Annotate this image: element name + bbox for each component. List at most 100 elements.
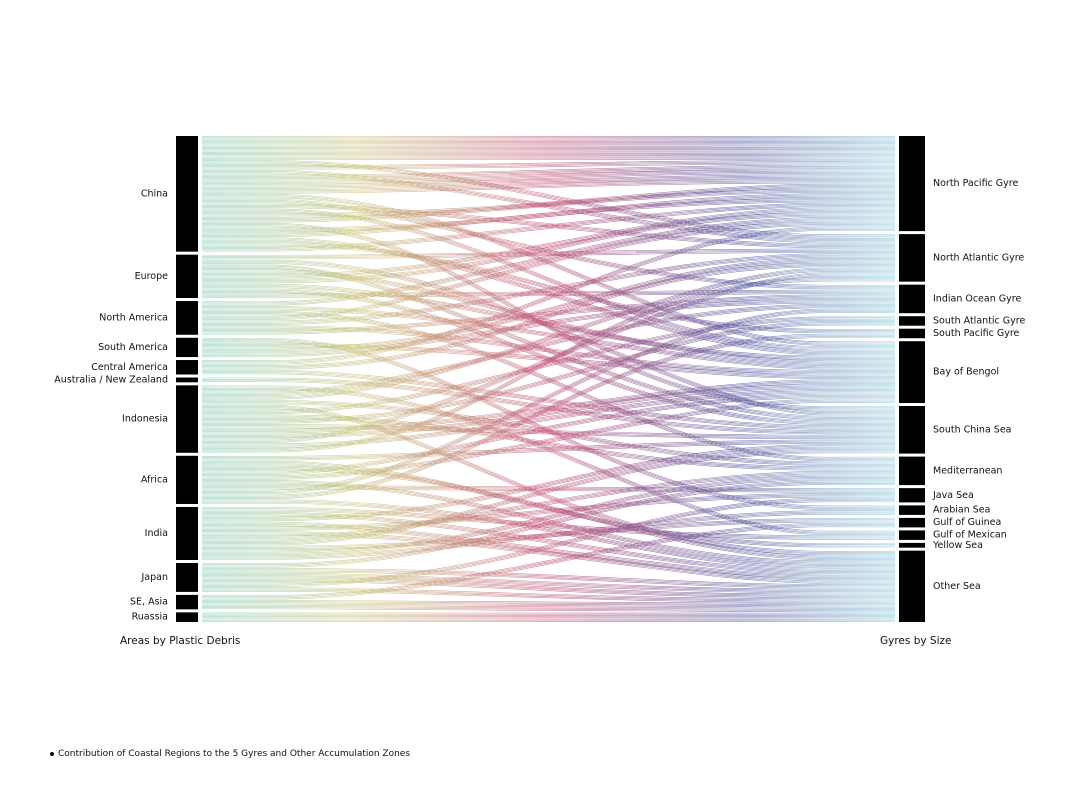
flow-line (202, 325, 895, 371)
flow-line (202, 268, 895, 421)
flow-line (202, 212, 895, 280)
flow-line (202, 278, 895, 451)
flow-line (202, 266, 895, 370)
flow-line (202, 321, 895, 420)
source-label-north-america: North America (99, 312, 168, 323)
flow-line (202, 260, 895, 351)
flow-line (202, 264, 895, 417)
flow-line (202, 179, 895, 190)
flow-line (202, 507, 895, 537)
flow-line (202, 475, 895, 552)
target-node-indian-ocean-gyre (899, 284, 925, 314)
flow-line (202, 226, 895, 361)
flow-line (202, 175, 895, 187)
flow-line (202, 479, 895, 555)
flow-line (202, 500, 895, 586)
flow-line (202, 576, 895, 594)
source-node-europe (176, 254, 198, 299)
flow-line (202, 389, 895, 445)
flow-line (202, 248, 895, 256)
flow-line (202, 522, 895, 577)
flow-line (202, 163, 895, 170)
node-bars (176, 136, 925, 622)
flow-line (202, 513, 895, 572)
flow-line (202, 320, 895, 414)
flow-line (202, 481, 895, 566)
flow-line (202, 534, 895, 584)
flow-line (202, 574, 895, 591)
flow-line (202, 424, 895, 436)
flow-line (202, 380, 895, 431)
source-label-central-america: Central America (91, 362, 168, 373)
target-label-indian-ocean-gyre: Indian Ocean Gyre (933, 293, 1021, 304)
flow-line (202, 524, 895, 598)
flow-line (202, 208, 895, 277)
source-node-africa (176, 455, 198, 504)
source-node-north-america (176, 301, 198, 335)
flow-line (202, 258, 895, 349)
source-node-se-asia (176, 594, 198, 610)
flow-line (202, 483, 895, 567)
flow-line (202, 395, 895, 473)
flow-line (202, 237, 895, 352)
flow-line (202, 606, 895, 610)
flow-line (202, 176, 895, 188)
flow-line (202, 571, 895, 589)
flow-line (202, 212, 895, 351)
flow-line (202, 215, 895, 284)
flow-line (202, 575, 895, 592)
flow-line (202, 280, 895, 453)
flow-line (202, 263, 895, 416)
target-label-mediterranean: Mediterranean (933, 465, 1002, 476)
flow-line (202, 306, 895, 394)
flow-line (202, 392, 895, 448)
flow-line (202, 496, 895, 531)
flow-line (202, 439, 895, 457)
flow-line (202, 526, 895, 600)
flow-line (202, 312, 895, 495)
flow-line (202, 480, 895, 564)
flow-line (202, 288, 895, 422)
flow-line (202, 591, 895, 603)
flow-line (202, 168, 895, 180)
right-axis-title: Gyres by Size (880, 635, 951, 647)
flow-line (202, 192, 895, 223)
flow-line (202, 317, 895, 412)
flow-line (202, 402, 895, 480)
flow-line (202, 249, 895, 257)
flow-line (202, 220, 895, 306)
figure-caption: Contribution of Coastal Regions to the 5… (50, 749, 410, 759)
flow-line (202, 262, 895, 366)
flow-line (202, 509, 895, 539)
flow-line (202, 190, 895, 222)
flow-line (202, 333, 895, 496)
flow-line (202, 472, 895, 539)
flow-line (202, 307, 895, 395)
flow-line (202, 185, 895, 216)
flow-line (202, 569, 895, 587)
target-node-gulf-of-mexican (899, 530, 925, 540)
flow-line (202, 391, 895, 447)
flow-line (202, 568, 895, 585)
flow-line (202, 466, 895, 558)
target-node-other-sea (899, 550, 925, 622)
flow-line (202, 518, 895, 547)
flow-line (202, 514, 895, 573)
source-label-indonesia: Indonesia (122, 414, 168, 425)
flow-line (202, 207, 895, 275)
source-label-se-asia: SE, Asia (130, 597, 168, 608)
flow-line (202, 224, 895, 319)
flow-line (202, 570, 895, 588)
flow-line (202, 296, 895, 334)
flow-line (202, 474, 895, 541)
flow-line (202, 183, 895, 215)
source-label-africa: Africa (141, 474, 168, 485)
flow-line (202, 162, 895, 169)
flow-line (202, 403, 895, 466)
source-label-japan: Japan (141, 572, 169, 583)
source-label-ruassia: Ruassia (132, 612, 168, 623)
flow-line (202, 501, 895, 587)
flow-line (202, 407, 895, 554)
flow-line (202, 451, 895, 545)
flow-line (202, 270, 895, 399)
